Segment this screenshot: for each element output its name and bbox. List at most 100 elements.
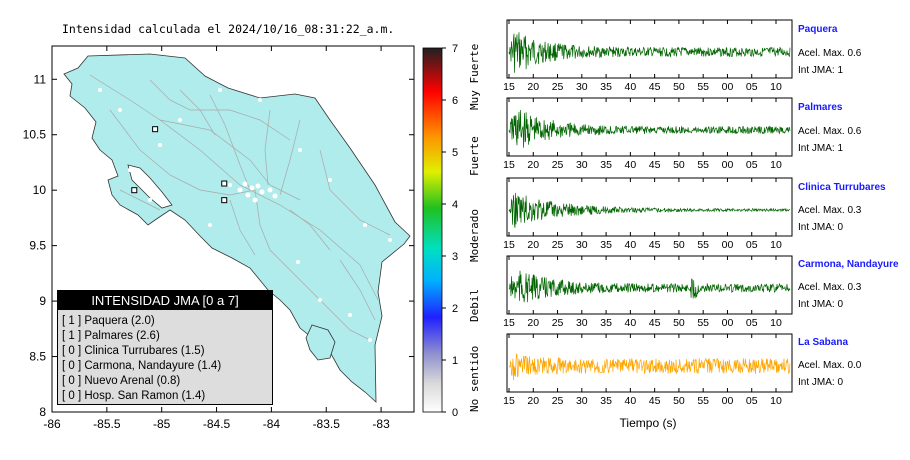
waveform-tick-label: 00: [722, 81, 734, 93]
waveform-tick-label: 45: [649, 395, 661, 407]
map-x-tick-label: -83.5: [313, 417, 341, 431]
waveform-tick-label: 10: [770, 159, 782, 171]
legend-list: [ 1 ] Paquera (2.0) [ 1 ] Palmares (2.6)…: [62, 314, 221, 404]
station-int: Int JMA: 1: [798, 65, 844, 76]
colorbar-tick-label: 4: [452, 199, 458, 211]
colorbar-tick-label: 2: [452, 303, 458, 315]
waveform-tick-label: 35: [600, 159, 612, 171]
map-y-tick-label: 9.5: [29, 239, 46, 253]
legend-item: [ 0 ] Carmona, Nandayure (1.4): [62, 360, 222, 372]
colorbar-tick-label: 1: [452, 355, 458, 367]
colorbar-tick-label: 7: [452, 43, 458, 55]
waveform-tick-label: 15: [503, 81, 515, 93]
station-marker: [221, 180, 228, 187]
waveform-tick-label: 05: [746, 317, 758, 329]
waveform-trace: [508, 270, 791, 303]
colorbar-tick-label: 3: [452, 251, 458, 263]
map-y-tick-label: 10: [33, 183, 47, 197]
colorbar-labels: No sentido Debil Moderado Fuerte Muy Fue…: [468, 44, 481, 412]
waveform-tick-label: 00: [722, 317, 734, 329]
map-x-axis: -86 -85.5 -85 -84.5 -84 -83.5 -83: [43, 46, 390, 431]
waveform-trace: [508, 109, 791, 148]
map-x-tick-label: -84: [263, 417, 281, 431]
waveform-tick-label: 00: [722, 395, 734, 407]
map-y-axis: 8 8.5 9 9.5 10 10.5 11: [23, 72, 414, 419]
waveform-panels: 15 20 25 30 35 40 45 50 55 00 05 10 15 20 25 30 35 40 45 50…: [503, 19, 793, 407]
station-name: Clinica Turrubares: [798, 182, 886, 193]
map-x-tick-label: -85.5: [93, 417, 121, 431]
waveform-tick-label: 35: [600, 395, 612, 407]
station-int: Int JMA: 0: [798, 299, 844, 310]
map-y-tick-label: 8: [39, 405, 46, 419]
legend-header: INTENSIDAD JMA [0 a 7]: [58, 291, 272, 310]
waveform-tick-label: 15: [503, 317, 515, 329]
waveform-tick-label: 40: [625, 239, 637, 251]
label-fuerte: Fuerte: [468, 136, 481, 176]
waveform-tick-label: 25: [552, 81, 564, 93]
station-marker: [221, 197, 228, 204]
waveform-tick-label: 00: [722, 159, 734, 171]
waveform-tick-label: 30: [576, 81, 588, 93]
city-dots: [98, 88, 392, 342]
map-x-tick-label: -86: [43, 417, 61, 431]
legend-item: [ 1 ] Paquera (2.0): [62, 315, 155, 327]
waveform-tick-label: 55: [697, 317, 709, 329]
waveform-tick-label: 50: [673, 317, 685, 329]
station-accel: Acel. Max. 0.6: [798, 48, 862, 59]
waveform-tick-label: 50: [673, 239, 685, 251]
waveform-x-label: Tiempo (s): [620, 416, 677, 430]
costa-rica-land: [63, 53, 411, 403]
report-title: Intensidad calculada el 2024/10/16_08:31…: [62, 22, 395, 36]
station-int: Int JMA: 0: [798, 377, 844, 388]
map-x-tick-label: -84.5: [203, 417, 231, 431]
label-muy-fuerte: Muy Fuerte: [468, 44, 481, 110]
map-x-tick-label: -83: [372, 417, 390, 431]
waveform-tick-label: 25: [552, 159, 564, 171]
waveform-tick-label: 40: [625, 317, 637, 329]
waveform-tick-label: 05: [746, 239, 758, 251]
intensity-legend: INTENSIDAD JMA [0 a 7] [ 1 ] Paquera (2.…: [57, 290, 273, 405]
waveform-tick-label: 20: [527, 159, 539, 171]
waveform-tick-label: 35: [600, 81, 612, 93]
waveform-tick-label: 50: [673, 395, 685, 407]
waveform-tick-label: 15: [503, 395, 515, 407]
waveform-panel: 15 20 25 30 35 40 45 50 55 00 05 10: [503, 333, 793, 407]
waveform-tick-label: 05: [746, 395, 758, 407]
waveform-tick-label: 35: [600, 317, 612, 329]
waveform-panel: 15 20 25 30 35 40 45 50 55 00 05 10: [503, 255, 793, 329]
label-moderado: Moderado: [468, 209, 481, 262]
waveform-tick-label: 20: [527, 395, 539, 407]
map-y-tick-label: 10.5: [23, 128, 47, 142]
waveform-frame: [506, 255, 793, 315]
waveform-tick-label: 40: [625, 395, 637, 407]
station-accel: Acel. Max. 0.0: [798, 360, 862, 371]
waveform-tick-label: 30: [576, 239, 588, 251]
station-name: Paquera: [798, 24, 838, 35]
waveform-tick-label: 10: [770, 81, 782, 93]
label-debil: Debil: [468, 289, 481, 322]
station-int: Int JMA: 1: [798, 143, 844, 154]
legend-item: [ 0 ] Nuevo Arenal (0.8): [62, 375, 181, 387]
waveform-tick-label: 10: [770, 317, 782, 329]
legend-item: [ 0 ] Hosp. San Ramon (1.4): [62, 390, 206, 402]
waveform-tick-label: 40: [625, 159, 637, 171]
map-y-tick-label: 8.5: [29, 350, 46, 364]
waveform-tick-label: 25: [552, 395, 564, 407]
colorbar-tick-label: 5: [452, 147, 458, 159]
map-y-tick-label: 9: [39, 294, 46, 308]
waveform-tick-label: 20: [527, 239, 539, 251]
waveform-tick-label: 10: [770, 239, 782, 251]
waveform-tick-label: 55: [697, 395, 709, 407]
waveform-tick-label: 45: [649, 81, 661, 93]
waveform-tick-label: 45: [649, 239, 661, 251]
map-y-tick-label: 11: [34, 72, 47, 86]
road-network: [89, 74, 391, 341]
waveform-tick-label: 10: [770, 395, 782, 407]
waveform-tick-label: 25: [552, 317, 564, 329]
waveform-tick-label: 15: [503, 239, 515, 251]
station-accel: Acel. Max. 0.6: [798, 126, 862, 137]
waveform-tick-label: 45: [649, 317, 661, 329]
station-int: Int JMA: 0: [798, 222, 844, 233]
waveform-trace: [508, 353, 791, 381]
station-accel: Acel. Max. 0.3: [798, 282, 862, 293]
